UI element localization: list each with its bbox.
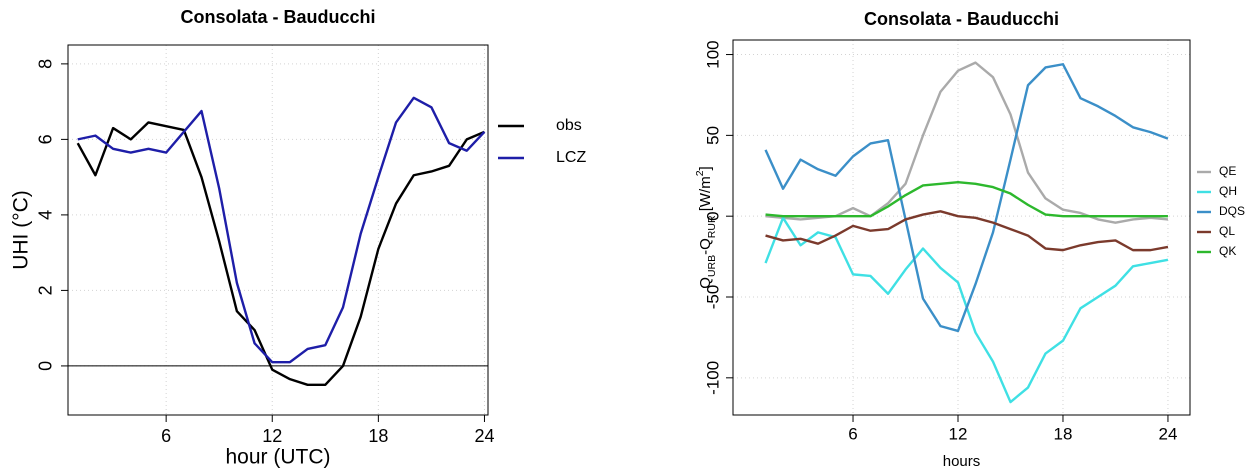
- y-tick-label: 0: [36, 361, 56, 371]
- data-line: [76, 121, 485, 386]
- x-tick-label: 18: [1054, 424, 1073, 443]
- chart-title: Consolata - Bauducchi: [180, 7, 375, 27]
- y-tick-label: 0: [703, 211, 722, 220]
- y-tick-label: -50: [703, 285, 722, 310]
- y-tick-label: 100: [703, 40, 722, 68]
- y-tick-label: 8: [36, 59, 56, 69]
- x-axis-label: hours: [943, 453, 981, 470]
- data-line: [765, 181, 1168, 218]
- x-tick-label: 6: [848, 424, 857, 443]
- y-tick-label: 2: [36, 285, 56, 295]
- data-line: [765, 210, 1169, 252]
- legend-label: QL: [1219, 224, 1235, 238]
- x-tick-label: 12: [949, 424, 968, 443]
- data-line: [77, 96, 486, 364]
- legend-label: QK: [1219, 244, 1236, 258]
- plot-frame: [67, 44, 489, 416]
- legend-label: LCZ: [556, 149, 586, 166]
- x-tick-label: 24: [474, 426, 494, 446]
- y-axis-label: QURB-QRUR [W/m2]: [694, 166, 718, 288]
- y-axis-label-part: -Q: [697, 238, 714, 255]
- y-axis-label-part: ]: [697, 166, 714, 170]
- y-axis-label-part: Q: [697, 277, 714, 289]
- x-tick-label: 24: [1158, 424, 1177, 443]
- x-axis-label: hour (UTC): [225, 446, 330, 469]
- plot-frame: [732, 39, 1191, 416]
- y-tick-label: 6: [36, 134, 56, 144]
- legend-label: DQS: [1219, 204, 1245, 218]
- y-axis-label-part: URB: [706, 255, 718, 277]
- y-axis-label: UHI (°C): [10, 190, 33, 270]
- chart-title: Consolata - Bauducchi: [864, 9, 1059, 29]
- legend-label: QE: [1219, 164, 1236, 178]
- y-axis-label-part: 2: [694, 170, 706, 176]
- y-tick-label: 4: [36, 210, 56, 220]
- y-tick-label: 50: [703, 126, 722, 145]
- y-axis-label-part: [W/m: [697, 176, 714, 215]
- legend-label: obs: [556, 117, 582, 134]
- data-line: [765, 61, 1169, 224]
- legend-label: QH: [1219, 184, 1237, 198]
- x-tick-label: 18: [368, 426, 388, 446]
- x-tick-label: 6: [161, 426, 171, 446]
- data-line: [764, 63, 1169, 333]
- y-tick-label: -100: [703, 361, 722, 395]
- x-tick-label: 12: [262, 426, 282, 446]
- y-axis-label-part: RUR: [706, 215, 718, 238]
